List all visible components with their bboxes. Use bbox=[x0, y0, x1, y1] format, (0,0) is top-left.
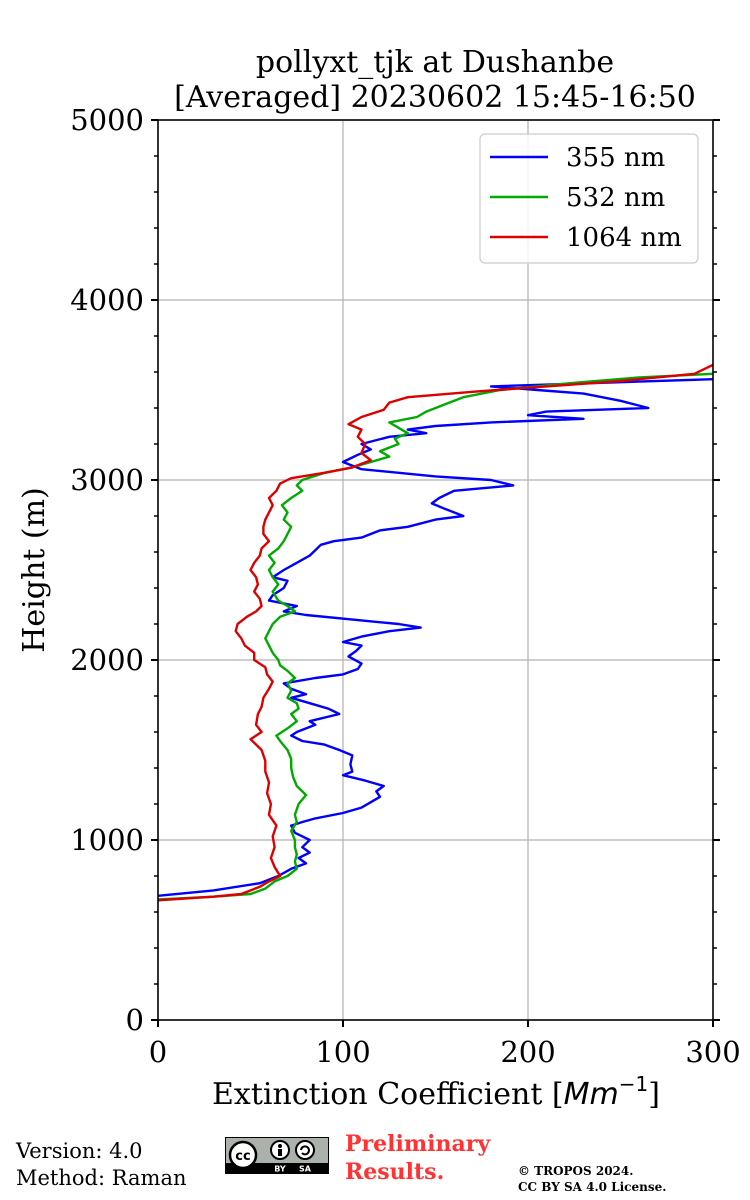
x-tick-label: 100 bbox=[315, 1035, 370, 1069]
x-axis-label-close: ] bbox=[648, 1077, 660, 1112]
legend-label: 532 nm bbox=[566, 183, 665, 213]
preliminary-results-line1: Preliminary bbox=[345, 1131, 491, 1157]
share-alike-icon bbox=[295, 1140, 315, 1160]
x-axis-label-exponent: −1 bbox=[619, 1072, 648, 1096]
x-tick-label: 200 bbox=[500, 1035, 555, 1069]
series-line-355-nm bbox=[157, 378, 714, 897]
legend: 355 nm 532 nm 1064 nm bbox=[479, 133, 699, 264]
x-axis-label-unit: Mm bbox=[564, 1077, 619, 1112]
chart-title-line1: pollyxt_tjk at Dushanbe bbox=[256, 45, 614, 80]
axis-ticks: 0 1000 2000 3000 4000 5000 0 100 200 300 bbox=[70, 103, 740, 1069]
cc-mark-text: cc bbox=[235, 1149, 250, 1164]
copyright-line1: © TROPOS 2024. bbox=[518, 1164, 634, 1178]
cc-by-sa-license-badge: cc BY SA bbox=[225, 1137, 329, 1174]
legend-label: 355 nm bbox=[566, 143, 665, 173]
y-axis-label: Height (m) bbox=[17, 487, 52, 652]
y-tick-label: 2000 bbox=[70, 643, 144, 677]
legend-entries: 355 nm 532 nm 1064 nm bbox=[490, 143, 682, 253]
y-tick-label: 3000 bbox=[70, 463, 144, 497]
x-axis-label-text: Extinction Coefficient [ bbox=[212, 1077, 564, 1112]
y-tick-label: 1000 bbox=[70, 823, 144, 857]
extinction-profile-chart: 0 1000 2000 3000 4000 5000 0 100 200 300 pollyxt_… bbox=[17, 45, 741, 1112]
copyright-line2: CC BY SA 4.0 License. bbox=[518, 1180, 667, 1194]
legend-label: 1064 nm bbox=[566, 223, 682, 253]
plot-frame bbox=[157, 119, 714, 1021]
method-label: Method: Raman bbox=[16, 1166, 187, 1190]
y-tick-label: 0 bbox=[126, 1003, 144, 1037]
series-line-1064-nm bbox=[157, 363, 714, 902]
badge-sa-text: SA bbox=[299, 1165, 312, 1174]
chart-title-line2: [Averaged] 20230602 15:45-16:50 bbox=[174, 80, 696, 115]
series-line-532-nm bbox=[157, 372, 714, 901]
series-layer bbox=[157, 363, 714, 902]
cc-circle-icon bbox=[228, 1140, 258, 1170]
y-tick-label: 4000 bbox=[70, 283, 144, 317]
x-axis-label: Extinction Coefficient [Mm−1] bbox=[212, 1072, 660, 1112]
x-tick-label: 300 bbox=[685, 1035, 740, 1069]
y-tick-label: 5000 bbox=[70, 103, 144, 137]
legend-box bbox=[479, 133, 699, 264]
x-tick-label: 0 bbox=[149, 1035, 167, 1069]
preliminary-results-line2: Results. bbox=[345, 1159, 445, 1185]
grid-lines bbox=[158, 120, 713, 1020]
badge-by-text: BY bbox=[274, 1165, 286, 1174]
version-label: Version: 4.0 bbox=[16, 1139, 143, 1163]
